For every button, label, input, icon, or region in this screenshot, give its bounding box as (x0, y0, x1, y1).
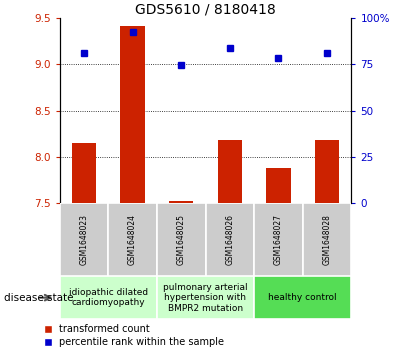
Text: disease state: disease state (4, 293, 74, 303)
Text: idiopathic dilated
cardiomyopathy: idiopathic dilated cardiomyopathy (69, 288, 148, 307)
Text: GSM1648028: GSM1648028 (323, 214, 332, 265)
Text: GSM1648025: GSM1648025 (177, 214, 186, 265)
Bar (60, 203, 108, 276)
Bar (254, 276, 351, 319)
Bar (72, 143, 96, 203)
Bar (315, 140, 339, 203)
Text: GSM1648023: GSM1648023 (79, 214, 88, 265)
Bar (206, 203, 254, 276)
Bar (120, 25, 145, 203)
Text: pulmonary arterial
hypertension with
BMPR2 mutation: pulmonary arterial hypertension with BMP… (163, 283, 248, 313)
Bar (303, 203, 351, 276)
Bar (218, 140, 242, 203)
Text: healthy control: healthy control (268, 293, 337, 302)
Bar (60, 276, 157, 319)
Bar (157, 203, 206, 276)
Bar (108, 203, 157, 276)
Bar (169, 201, 193, 203)
Bar (157, 276, 254, 319)
Text: GSM1648027: GSM1648027 (274, 214, 283, 265)
Text: GSM1648026: GSM1648026 (225, 214, 234, 265)
Title: GDS5610 / 8180418: GDS5610 / 8180418 (135, 3, 276, 17)
Bar (266, 168, 291, 203)
Legend: transformed count, percentile rank within the sample: transformed count, percentile rank withi… (44, 324, 224, 347)
Bar (254, 203, 303, 276)
Text: GSM1648024: GSM1648024 (128, 214, 137, 265)
